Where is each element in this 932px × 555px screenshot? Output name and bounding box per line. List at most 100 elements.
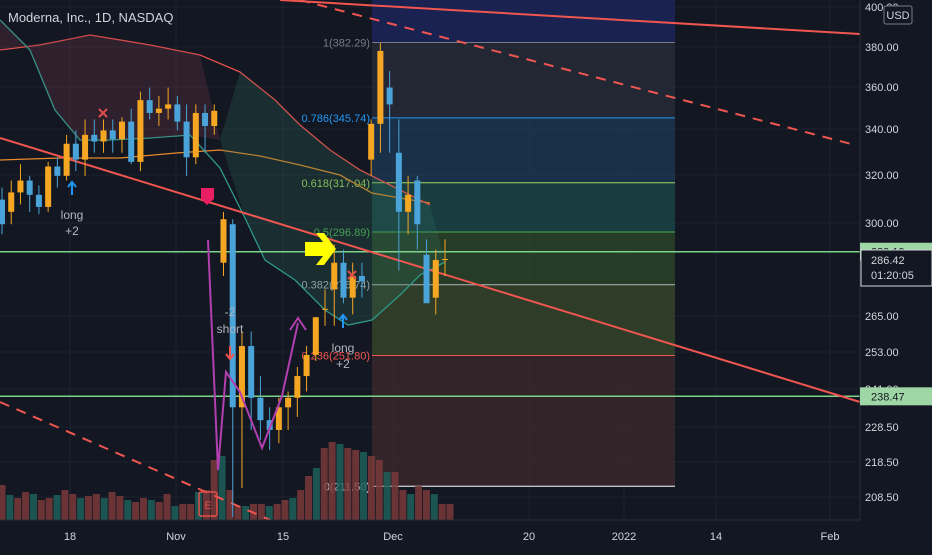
candle-body: [174, 104, 181, 122]
currency-badge-box[interactable]: [883, 5, 913, 25]
fib-retracement[interactable]: 1(382.29) 0.786(345.74) 0.618(317.04) 0.5(2…: [302, 0, 676, 493]
trendlines[interactable]: [0, 0, 861, 521]
x-tick-label: Dec: [383, 531, 403, 543]
long-qty: +2: [65, 224, 79, 238]
x-tick-label: 14: [710, 531, 722, 543]
candle-body: [202, 112, 209, 126]
last-price-box: [860, 249, 932, 287]
candle-body: [63, 143, 70, 176]
y-tick-label: 228.50: [865, 422, 899, 434]
volume-bar: [226, 490, 234, 520]
time-axis-bg: [0, 520, 860, 550]
candle-body: [368, 123, 375, 160]
fib-label-1: 1(382.29): [323, 37, 370, 49]
candles: [0, 43, 448, 518]
volume-bar: [312, 468, 320, 520]
y-tick-label: 380.00: [865, 42, 899, 54]
y-tick-label: 360.00: [865, 82, 899, 94]
candle-body: [285, 397, 292, 408]
price-axis[interactable]: 400.00380.00360.00340.00320.00300.00265.…: [859, 0, 932, 550]
yellow-arrow-icon: [305, 233, 336, 265]
candle-body: [312, 317, 319, 355]
candle-body: [183, 121, 190, 158]
candle-body: [137, 100, 144, 162]
candle-body: [303, 354, 310, 377]
cloud-teal: [220, 72, 445, 325]
volume-bar: [92, 494, 100, 520]
volume-bar: [84, 496, 92, 520]
candle-body: [54, 166, 61, 176]
candle-body: [340, 262, 347, 298]
candle-body: [395, 152, 402, 212]
fib-label-0.5: 0.5(296.89): [314, 227, 370, 239]
volume-bar: [45, 498, 53, 520]
x-tick-label: Nov: [166, 531, 186, 543]
x-tick-label: 15: [277, 531, 289, 543]
volume-bar: [297, 490, 305, 520]
candle-body: [17, 180, 24, 193]
candle-body: [358, 275, 365, 282]
wave-path: [207, 239, 299, 471]
volume-bars: [0, 442, 454, 520]
ma-red-line: [0, 34, 431, 206]
candle-body: [100, 130, 107, 142]
price-label-hline: 238.47: [871, 391, 905, 403]
candle-body: [423, 254, 430, 304]
trendline-dashed-lower: [0, 401, 271, 521]
candle-body: [192, 112, 199, 158]
y-tick-label: 300.00: [865, 218, 899, 230]
candle-body: [82, 134, 89, 160]
volume-bar: [289, 498, 297, 520]
candle-body: [118, 121, 125, 140]
volume-bar: [116, 496, 124, 520]
cloud-red: [0, 20, 220, 140]
long-label: long: [61, 208, 84, 222]
y-tick-label: 340.00: [865, 124, 899, 136]
candle-body: [155, 108, 162, 113]
volume-bar: [202, 490, 210, 520]
candle-body: [211, 110, 218, 126]
volume-bar: [210, 460, 218, 520]
volume-bar: [320, 448, 328, 520]
fib-band: [372, 284, 675, 356]
candle-body: [322, 308, 329, 310]
fib-band: [372, 355, 675, 487]
candle-body: [109, 130, 116, 140]
volume-bar: [336, 444, 344, 520]
time-axis[interactable]: 18 Nov 15 Dec 20 2022 14 Feb: [0, 519, 860, 550]
exit-x-icon: [98, 108, 108, 118]
last-price-label: 286.42: [871, 255, 905, 267]
candle-body: [220, 219, 227, 263]
volume-bar: [234, 506, 242, 520]
candle-body: [257, 397, 264, 421]
earnings-marker: E: [204, 500, 211, 512]
volume-bar: [69, 494, 77, 520]
candle-body: [146, 100, 153, 113]
fib-band: [372, 42, 675, 118]
volume-bar: [273, 504, 281, 520]
volume-bar: [430, 494, 438, 520]
x-tick-label: 18: [64, 531, 76, 543]
volume-bar: [100, 498, 108, 520]
long-arrow-head: [338, 313, 348, 321]
currency-badge[interactable]: USD: [886, 10, 909, 22]
volume-bar: [391, 472, 399, 520]
trendline-main: [0, 137, 861, 403]
volume-bar: [155, 502, 163, 520]
annotations[interactable]: long +2 -2 short long +2 E: [61, 108, 357, 517]
long-label: long: [332, 341, 355, 355]
volume-bar: [108, 492, 116, 520]
volume-bar: [218, 456, 226, 520]
volume-bar: [22, 492, 30, 520]
volume-bar: [422, 490, 430, 520]
candle-body: [35, 194, 42, 207]
volume-bar: [77, 498, 85, 520]
volume-bar: [344, 448, 352, 520]
volume-bar: [6, 495, 14, 520]
candle-body: [349, 275, 356, 298]
fib-label-0.786: 0.786(345.74): [302, 113, 371, 125]
candle-body: [386, 87, 393, 105]
ma-orange-line: [0, 149, 431, 204]
